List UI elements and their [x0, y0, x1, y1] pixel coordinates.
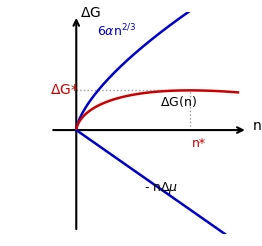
- Text: $\Delta$G: $\Delta$G: [79, 6, 101, 20]
- Text: n: n: [253, 119, 261, 133]
- Text: $\Delta$G*: $\Delta$G*: [50, 83, 79, 97]
- Text: 6$\alpha$n$^{2/3}$: 6$\alpha$n$^{2/3}$: [97, 23, 137, 39]
- Text: - n$\Delta\mu$: - n$\Delta\mu$: [144, 181, 178, 197]
- Text: $\Delta$G(n): $\Delta$G(n): [160, 94, 197, 109]
- Text: n*: n*: [192, 137, 206, 150]
